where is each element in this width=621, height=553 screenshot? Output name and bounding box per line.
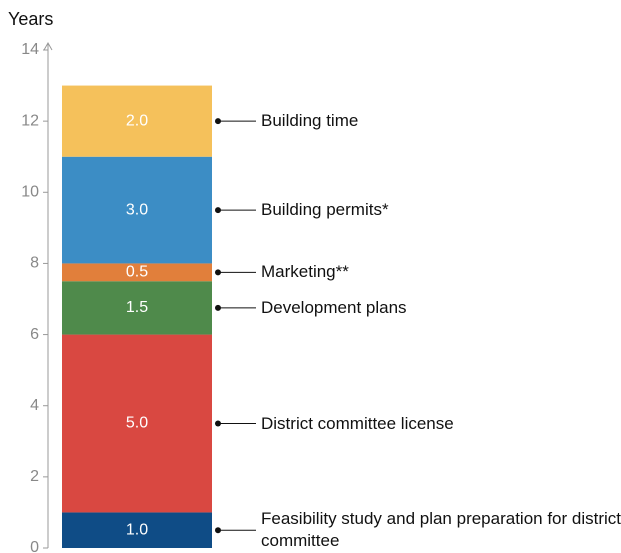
value-label: 5.0 bbox=[126, 415, 148, 432]
y-tick-label: 0 bbox=[30, 539, 39, 553]
y-tick-label: 6 bbox=[30, 326, 39, 343]
legend-label: District committee license bbox=[261, 413, 454, 433]
value-label: 1.5 bbox=[126, 299, 148, 316]
y-tick-label: 12 bbox=[21, 112, 39, 129]
bar-segment bbox=[62, 85, 212, 157]
y-tick-label: 14 bbox=[21, 41, 39, 58]
y-tick-label: 4 bbox=[30, 397, 39, 414]
value-label: 1.0 bbox=[126, 521, 148, 538]
bar-segment bbox=[62, 512, 212, 548]
y-tick-label: 10 bbox=[21, 184, 39, 201]
value-label: 0.5 bbox=[126, 264, 148, 281]
legend-label: Building permits* bbox=[261, 200, 389, 220]
legend-label: Marketing** bbox=[261, 262, 349, 282]
bar-segment bbox=[62, 281, 212, 335]
value-label: 2.0 bbox=[126, 112, 148, 129]
y-tick-label: 2 bbox=[30, 468, 39, 485]
legend-label: Building time bbox=[261, 111, 359, 131]
bar-segment bbox=[62, 156, 212, 264]
legend-label: Development plans bbox=[261, 297, 407, 317]
bar-segment bbox=[62, 334, 212, 513]
legend-label: Feasibility study and plan preparation f… bbox=[261, 509, 621, 551]
value-label: 3.0 bbox=[126, 201, 148, 218]
y-axis-label: Years bbox=[8, 9, 53, 29]
y-tick-label: 8 bbox=[30, 255, 39, 272]
bar-segment bbox=[62, 263, 212, 282]
y-axis-arrow bbox=[43, 41, 53, 51]
